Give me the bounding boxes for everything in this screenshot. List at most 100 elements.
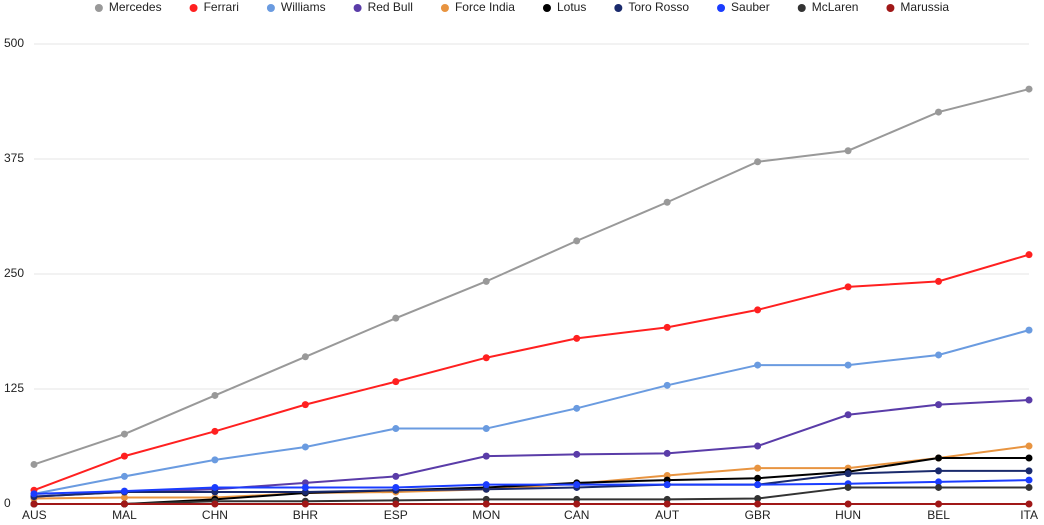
data-point xyxy=(30,460,38,468)
legend-label: Red Bull xyxy=(368,0,413,14)
y-tick-label: 375 xyxy=(4,151,24,165)
data-point xyxy=(392,472,400,480)
series-line xyxy=(33,469,1029,498)
data-point xyxy=(120,472,128,480)
data-point xyxy=(1025,467,1033,475)
y-tick-label: 125 xyxy=(4,381,24,395)
data-point xyxy=(573,481,581,489)
data-point xyxy=(663,481,671,489)
data-point xyxy=(844,147,852,155)
y-tick-label: 250 xyxy=(4,266,24,280)
data-point xyxy=(844,361,852,369)
data-point xyxy=(754,442,762,450)
series-line xyxy=(33,479,1030,495)
data-point xyxy=(1025,396,1033,404)
data-point xyxy=(573,334,581,342)
data-point xyxy=(120,452,128,460)
data-point xyxy=(120,487,128,495)
data-point xyxy=(301,443,309,451)
data-point xyxy=(301,401,309,409)
legend-label: Lotus xyxy=(557,0,586,14)
data-point xyxy=(844,500,852,508)
data-point xyxy=(211,456,219,464)
data-point xyxy=(1025,442,1033,450)
data-point xyxy=(935,500,943,508)
legend-label: Ferrari xyxy=(204,0,239,14)
series-line xyxy=(33,329,1030,495)
legend-label: Sauber xyxy=(731,0,770,14)
x-tick-label: CAN xyxy=(564,508,589,522)
legend-marker xyxy=(440,4,449,12)
data-point xyxy=(211,483,219,491)
data-point xyxy=(663,198,671,206)
data-point xyxy=(754,494,762,502)
series-line xyxy=(33,445,1030,500)
data-point xyxy=(935,467,943,475)
data-point xyxy=(1025,483,1033,491)
data-point xyxy=(1025,476,1033,484)
data-point xyxy=(573,450,581,458)
data-point xyxy=(935,277,943,285)
series-line xyxy=(33,253,1030,492)
legend-label: Force India xyxy=(455,0,515,14)
legend-marker xyxy=(886,4,895,12)
y-tick-label: 0 xyxy=(4,496,11,510)
data-point xyxy=(30,500,38,508)
x-tick-label: CHN xyxy=(202,508,228,522)
legend-label: Mercedes xyxy=(109,0,162,14)
data-point xyxy=(844,483,852,491)
series-line xyxy=(33,399,1030,498)
data-point xyxy=(754,474,762,482)
data-point xyxy=(573,404,581,412)
data-point xyxy=(935,478,943,486)
legend-marker xyxy=(542,4,551,12)
legend-label: Toro Rosso xyxy=(628,0,689,14)
data-point xyxy=(482,452,490,460)
data-point xyxy=(663,323,671,331)
data-point xyxy=(482,425,490,433)
legend-marker xyxy=(266,4,275,12)
x-tick-label: BEL xyxy=(927,508,950,522)
data-point xyxy=(935,108,943,116)
data-point xyxy=(392,500,400,508)
data-point xyxy=(663,381,671,389)
data-point xyxy=(482,354,490,362)
series-line xyxy=(34,486,1029,505)
x-tick-label: MON xyxy=(472,508,500,522)
legend-marker xyxy=(189,4,198,12)
data-point xyxy=(844,283,852,291)
data-point xyxy=(482,500,490,508)
x-tick-label: MAL xyxy=(112,508,137,522)
data-point xyxy=(844,411,852,419)
data-point xyxy=(754,500,762,508)
x-tick-label: AUT xyxy=(655,508,680,522)
data-point xyxy=(301,483,309,491)
data-point xyxy=(663,500,671,508)
data-point xyxy=(1025,251,1033,259)
x-tick-label: AUS xyxy=(22,508,47,522)
data-point xyxy=(573,237,581,245)
data-point xyxy=(120,430,128,438)
data-point xyxy=(1025,85,1033,93)
data-point xyxy=(754,481,762,489)
data-point xyxy=(754,158,762,166)
data-point xyxy=(120,500,128,508)
data-point xyxy=(1025,500,1033,508)
data-point xyxy=(935,454,943,462)
data-point xyxy=(663,449,671,457)
data-point xyxy=(120,494,128,502)
data-point xyxy=(301,353,309,361)
data-point xyxy=(392,314,400,322)
data-point xyxy=(935,483,943,491)
data-point xyxy=(30,490,38,498)
data-point xyxy=(211,427,219,435)
x-tick-label: ITA xyxy=(1020,508,1038,522)
data-point xyxy=(392,378,400,386)
data-point xyxy=(482,277,490,285)
data-point xyxy=(935,351,943,359)
x-tick-label: HUN xyxy=(835,508,861,522)
data-point xyxy=(573,500,581,508)
data-point xyxy=(482,481,490,489)
data-point xyxy=(211,500,219,508)
